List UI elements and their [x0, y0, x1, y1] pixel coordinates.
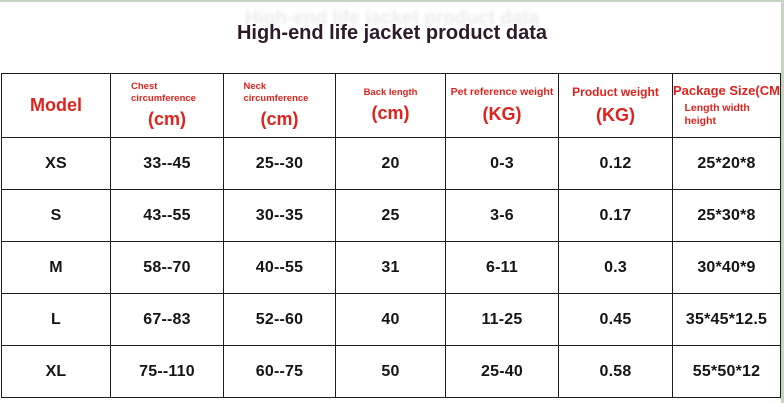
column-header-neck-unit: (cm) [260, 109, 299, 130]
cell-model: M [1, 241, 111, 294]
cell-pet-weight: 3-6 [445, 189, 559, 242]
cell-product-weight: 0.45 [558, 293, 673, 346]
page-edge-top-strip [0, 0, 784, 2]
product-data-table: Model Chest circumference (cm) Neck circ… [1, 73, 781, 398]
cell-model: XS [1, 137, 111, 190]
cell-neck: 60--75 [223, 345, 336, 398]
cell-neck: 52--60 [223, 293, 336, 346]
column-header-package-size: Package Size(CM) Length width height [672, 73, 781, 138]
column-header-neck-label: Neck circumference [243, 80, 309, 104]
cell-model: L [1, 293, 111, 346]
table-header-row: Model Chest circumference (cm) Neck circ… [1, 73, 781, 138]
cell-pet-weight: 11-25 [445, 293, 559, 346]
cell-model: XL [1, 345, 111, 398]
column-header-product-weight-label: Product weight [572, 85, 659, 100]
cell-package-size: 25*20*8 [672, 137, 781, 190]
cell-pet-weight: 6-11 [445, 241, 559, 294]
cell-model: S [1, 189, 111, 242]
cell-chest: 58--70 [110, 241, 224, 294]
table-row-l: L 67--83 52--60 40 11-25 0.45 35*45*12.5 [1, 293, 781, 346]
cell-package-size: 25*30*8 [672, 189, 781, 242]
cell-neck: 40--55 [223, 241, 336, 294]
cell-product-weight: 0.3 [558, 241, 673, 294]
cell-back-length: 50 [335, 345, 446, 398]
column-header-back-unit: (cm) [371, 103, 410, 124]
column-header-model-label: Model [30, 95, 82, 115]
cell-product-weight: 0.12 [558, 137, 673, 190]
cell-neck: 25--30 [223, 137, 336, 190]
column-header-package-label: Package Size(CM) [673, 82, 781, 98]
cell-back-length: 40 [335, 293, 446, 346]
cell-back-length: 20 [335, 137, 446, 190]
column-header-pet-weight-unit: (KG) [482, 103, 522, 124]
cell-package-size: 30*40*9 [672, 241, 781, 294]
column-header-back-label: Back length [363, 86, 418, 98]
column-header-package-note: Length width height [684, 101, 750, 127]
cell-pet-weight: 25-40 [445, 345, 559, 398]
table-row-xs: XS 33--45 25--30 20 0-3 0.12 25*20*8 [1, 137, 781, 190]
cell-product-weight: 0.58 [558, 345, 673, 398]
cell-chest: 33--45 [110, 137, 224, 190]
cell-chest: 43--55 [110, 189, 224, 242]
table-row-s: S 43--55 30--35 25 3-6 0.17 25*30*8 [1, 189, 781, 242]
cell-package-size: 35*45*12.5 [672, 293, 781, 346]
cell-chest: 75--110 [110, 345, 224, 398]
column-header-product-weight-unit: (KG) [596, 104, 635, 125]
column-header-chest-label: Chest circumference [131, 80, 196, 104]
cell-neck: 30--35 [223, 189, 336, 242]
column-header-chest-unit: (cm) [147, 109, 186, 130]
column-header-neck-circumference: Neck circumference (cm) [223, 73, 336, 138]
column-header-pet-reference-weight: Pet reference weight (KG) [445, 73, 559, 138]
column-header-pet-weight-label: Pet reference weight [450, 86, 554, 99]
cell-back-length: 25 [335, 189, 446, 242]
column-header-product-weight: Product weight (KG) [558, 73, 673, 138]
cell-package-size: 55*50*12 [672, 345, 781, 398]
column-header-chest-circumference: Chest circumference (cm) [110, 73, 224, 138]
table-row-m: M 58--70 40--55 31 6-11 0.3 30*40*9 [1, 241, 781, 294]
page-title: High-end life jacket product data [236, 22, 548, 44]
column-header-back-length: Back length (cm) [335, 73, 446, 138]
cell-pet-weight: 0-3 [445, 137, 559, 190]
cell-product-weight: 0.17 [558, 189, 673, 242]
page-edge-right-strip [781, 0, 784, 403]
table-row-xl: XL 75--110 60--75 50 25-40 0.58 55*50*12 [1, 345, 781, 398]
column-header-model: Model [1, 73, 111, 138]
cell-chest: 67--83 [110, 293, 224, 346]
cell-back-length: 31 [335, 241, 446, 294]
